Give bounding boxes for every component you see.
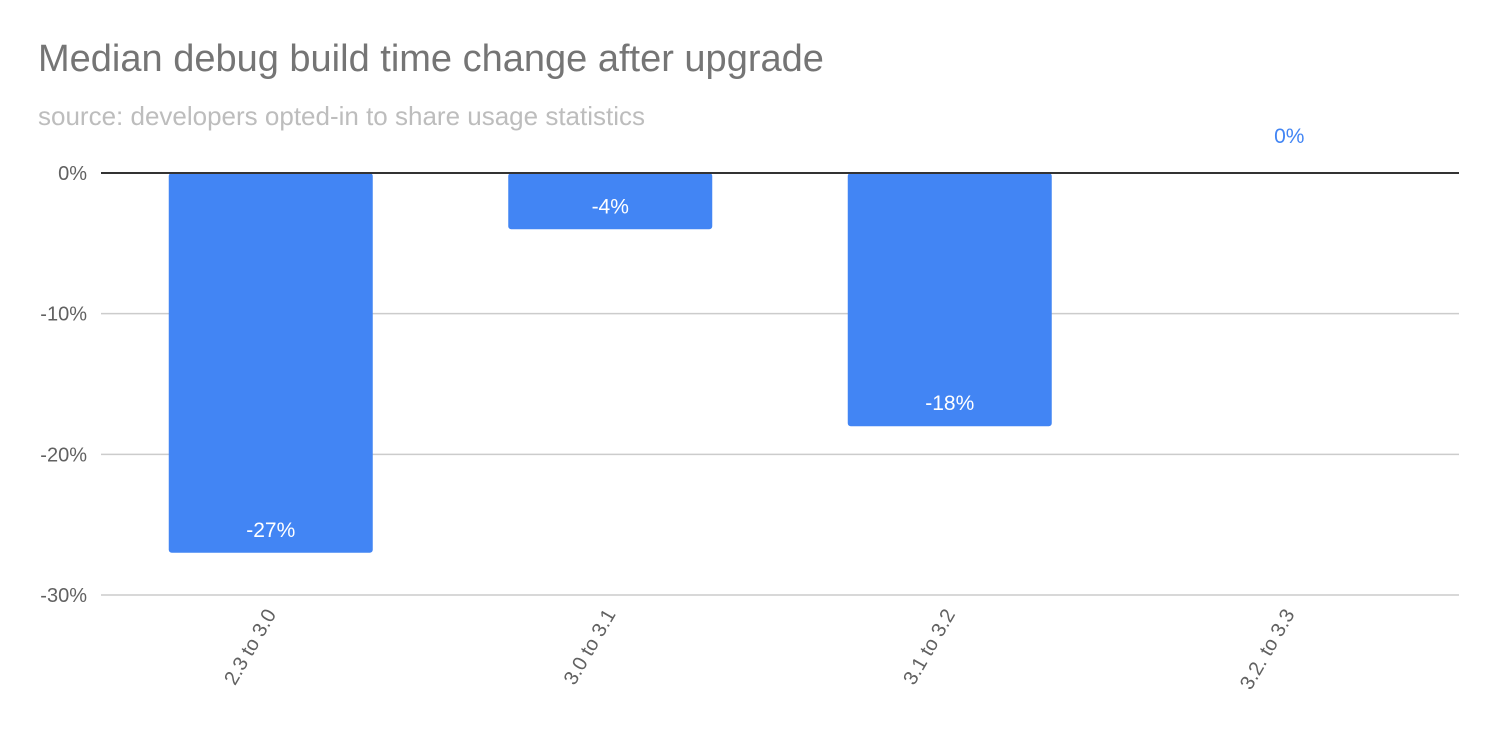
bar-data-label: -18% [925,392,974,415]
x-axis-ticks: 2.3 to 3.0 3.0 to 3.1 3.1 to 3.2 3.2. to 3.… [220,606,1299,694]
y-tick-label: -10% [40,304,87,326]
bar-data-label: -27% [246,519,295,542]
x-tick-label: 3.0 to 3.1 [560,606,621,689]
y-tick-label: -30% [40,585,87,607]
chart-title: Median debug build time change after upg… [38,38,824,80]
bar [168,173,373,553]
x-tick-label: 3.1 to 3.2 [899,606,960,689]
y-axis-ticks: 0% -10% -20% -30% [40,163,87,607]
y-tick-label: 0% [58,163,87,185]
bar [847,173,1052,427]
x-tick-label: 2.3 to 3.0 [220,606,281,689]
data-labels: -27% -4% -18% 0% [246,125,1304,542]
bar [508,173,713,230]
x-tick-label: 3.2. to 3.3 [1236,606,1300,694]
bar-data-label: -4% [592,195,629,218]
chart-subtitle: source: developers opted-in to share usa… [38,101,646,131]
y-tick-label: -20% [40,444,87,466]
bars [168,173,1052,553]
bar-data-label: 0% [1274,125,1304,148]
